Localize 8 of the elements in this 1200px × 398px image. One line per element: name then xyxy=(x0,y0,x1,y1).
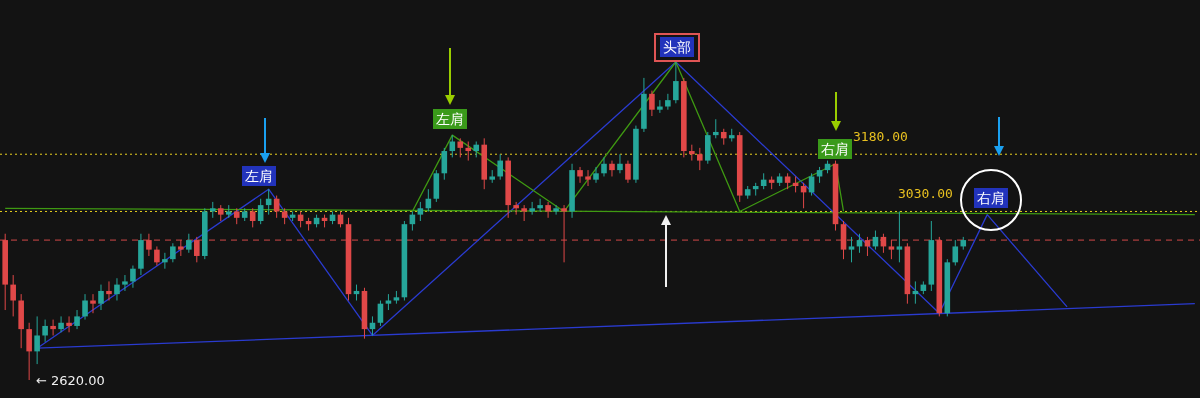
text: 头部 xyxy=(663,39,691,55)
annotation: ← 2620.00 xyxy=(36,373,105,388)
annotation: 3180.00 xyxy=(853,129,908,144)
annotation: 右肩 xyxy=(821,141,849,157)
annotation: 3030.00 xyxy=(898,186,953,201)
annotation: 右肩 xyxy=(977,190,1005,206)
annotation: 左肩 xyxy=(245,168,273,184)
annotation: 左肩 xyxy=(436,111,464,127)
